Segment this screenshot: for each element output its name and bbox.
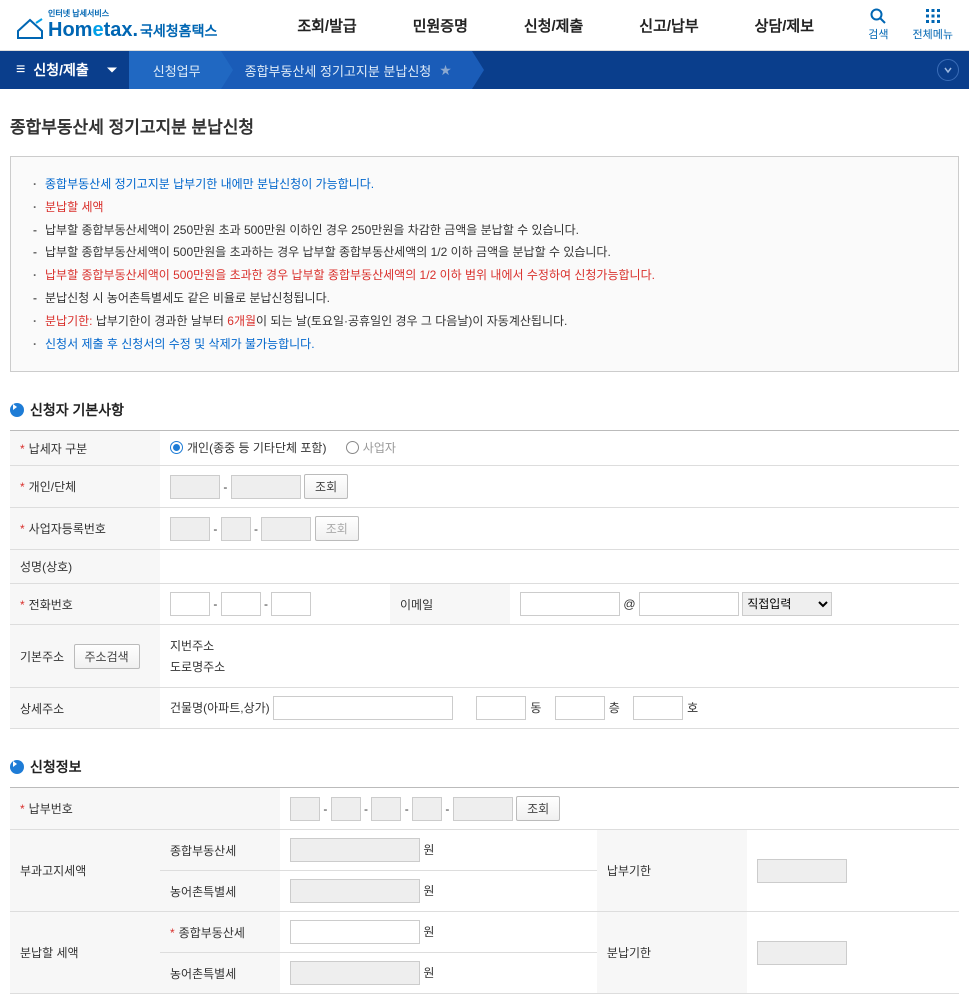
label-taxpayer-type: 납세자 구분 xyxy=(10,431,160,466)
addr-search-button[interactable]: 주소검색 xyxy=(74,644,140,669)
label-deadline: 납부기한 xyxy=(597,830,747,912)
addr-jibun: 지번주소 xyxy=(170,637,949,654)
charged-main-input[interactable] xyxy=(290,838,420,862)
nav-consult[interactable]: 상담/제보 xyxy=(755,15,814,36)
label-tax-rural: 농어촌특별세 xyxy=(160,871,280,912)
phone-2[interactable] xyxy=(221,592,261,616)
info-line: 분납기한: 납부기한이 경과한 날부터 6개월이 되는 날(토요일·공휴일인 경… xyxy=(31,310,938,333)
grid-icon xyxy=(925,8,941,24)
appinfo-table: 납부번호 - - - - 조회 부과고지세액 종합부동산세 원 납부기한 농어촌… xyxy=(10,787,959,994)
info-line: 분납신청 시 농어촌특별세도 같은 비율로 분납신청됩니다. xyxy=(31,287,938,310)
radio-icon xyxy=(346,441,359,454)
ho-input[interactable] xyxy=(633,696,683,720)
bizreg-2[interactable] xyxy=(221,517,251,541)
email-domain-select[interactable]: 직접입력 xyxy=(742,592,832,616)
install-deadline-input[interactable] xyxy=(757,941,847,965)
email-local[interactable] xyxy=(520,592,620,616)
personal-id-2[interactable] xyxy=(231,475,301,499)
label-pay-no: 납부번호 xyxy=(10,788,280,830)
logo[interactable]: 인터넷 납세서비스 Hometax.국세청홈택스 xyxy=(16,8,217,42)
logo-text: 인터넷 납세서비스 Hometax.국세청홈택스 xyxy=(48,8,217,42)
main-nav: 조회/발급 민원증명 신청/제출 신고/납부 상담/제보 xyxy=(297,15,814,36)
nav-lookup[interactable]: 조회/발급 xyxy=(297,15,356,36)
applicant-table: 납세자 구분 개인(종중 등 기타단체 포함) 사업자 개인/단체 - 조회 사… xyxy=(10,430,959,729)
search-button[interactable]: 검색 xyxy=(868,8,888,42)
top-header: 인터넷 납세서비스 Hometax.국세청홈택스 조회/발급 민원증명 신청/제… xyxy=(0,0,969,51)
breadcrumb-main[interactable]: 신청/제출 xyxy=(0,51,129,89)
label-name: 성명(상호) xyxy=(10,550,160,584)
email-domain[interactable] xyxy=(639,592,739,616)
label-email: 이메일 xyxy=(390,584,510,625)
info-line: 종합부동산세 정기고지분 납부기한 내에만 분납신청이 가능합니다. xyxy=(31,173,938,196)
payno-3[interactable] xyxy=(371,797,401,821)
label-phone: 전화번호 xyxy=(10,584,160,625)
label-biz-reg: 사업자등록번호 xyxy=(10,508,160,550)
payno-2[interactable] xyxy=(331,797,361,821)
label-install-main: 종합부동산세 xyxy=(160,912,280,953)
charged-rural-input[interactable] xyxy=(290,879,420,903)
radio-business[interactable]: 사업자 xyxy=(346,439,396,456)
label-install-deadline: 분납기한 xyxy=(597,912,747,994)
floor-input[interactable] xyxy=(555,696,605,720)
label-addr-detail: 상세주소 xyxy=(10,688,160,729)
hometax-logo-icon xyxy=(16,17,44,42)
breadcrumb-step2[interactable]: 종합부동산세 정기고지분 분납신청★ xyxy=(221,51,472,89)
lookup-payno-button[interactable]: 조회 xyxy=(516,796,560,821)
bizreg-3[interactable] xyxy=(261,517,311,541)
install-rural-input[interactable] xyxy=(290,961,420,985)
payno-1[interactable] xyxy=(290,797,320,821)
lookup-personal-button[interactable]: 조회 xyxy=(304,474,348,499)
breadcrumb-expand-icon[interactable] xyxy=(937,59,959,81)
phone-1[interactable] xyxy=(170,592,210,616)
breadcrumb-step1[interactable]: 신청업무 xyxy=(129,51,221,89)
label-install-amt: 분납할 세액 xyxy=(10,912,160,994)
bizreg-1[interactable] xyxy=(170,517,210,541)
info-box: 종합부동산세 정기고지분 납부기한 내에만 분납신청이 가능합니다. 분납할 세… xyxy=(10,156,959,372)
payno-4[interactable] xyxy=(412,797,442,821)
personal-id-1[interactable] xyxy=(170,475,220,499)
all-menu-button[interactable]: 전체메뉴 xyxy=(913,8,953,42)
label-personal-org: 개인/단체 xyxy=(10,466,160,508)
radio-icon xyxy=(170,441,183,454)
info-line: 분납할 세액 xyxy=(31,196,938,219)
addr-road: 도로명주소 xyxy=(170,658,949,675)
nav-apply[interactable]: 신청/제출 xyxy=(524,15,583,36)
label-charged: 부과고지세액 xyxy=(10,830,160,912)
dong-input[interactable] xyxy=(476,696,526,720)
deadline-input[interactable] xyxy=(757,859,847,883)
header-right-icons: 검색 전체메뉴 xyxy=(868,8,953,42)
payno-5[interactable] xyxy=(453,797,513,821)
info-line: 납부할 종합부동산세액이 500만원을 초과한 경우 납부할 종합부동산세액의 … xyxy=(31,264,938,287)
info-line: 납부할 종합부동산세액이 500만원을 초과하는 경우 납부할 종합부동산세액의… xyxy=(31,241,938,264)
nav-report[interactable]: 신고/납부 xyxy=(639,15,698,36)
lookup-biz-button[interactable]: 조회 xyxy=(315,516,359,541)
breadcrumb-bar: 신청/제출 신청업무 종합부동산세 정기고지분 분납신청★ xyxy=(0,51,969,89)
label-install-rural: 농어촌특별세 xyxy=(160,953,280,994)
radio-personal[interactable]: 개인(종중 등 기타단체 포함) xyxy=(170,439,326,456)
install-main-input[interactable] xyxy=(290,920,420,944)
building-input[interactable] xyxy=(273,696,453,720)
favorite-star-icon[interactable]: ★ xyxy=(439,62,452,79)
search-icon xyxy=(870,8,886,24)
page-title: 종합부동산세 정기고지분 분납신청 xyxy=(0,89,969,156)
section-appinfo-header: 신청정보 xyxy=(10,757,959,777)
label-addr-base: 기본주소 주소검색 xyxy=(10,625,160,688)
info-line: 신청서 제출 후 신청서의 수정 및 삭제가 불가능합니다. xyxy=(31,333,938,356)
section-applicant-header: 신청자 기본사항 xyxy=(10,400,959,420)
phone-3[interactable] xyxy=(271,592,311,616)
info-line: 납부할 종합부동산세액이 250만원 초과 500만원 이하인 경우 250만원… xyxy=(31,219,938,242)
label-tax-main: 종합부동산세 xyxy=(160,830,280,871)
nav-civil[interactable]: 민원증명 xyxy=(413,15,468,36)
